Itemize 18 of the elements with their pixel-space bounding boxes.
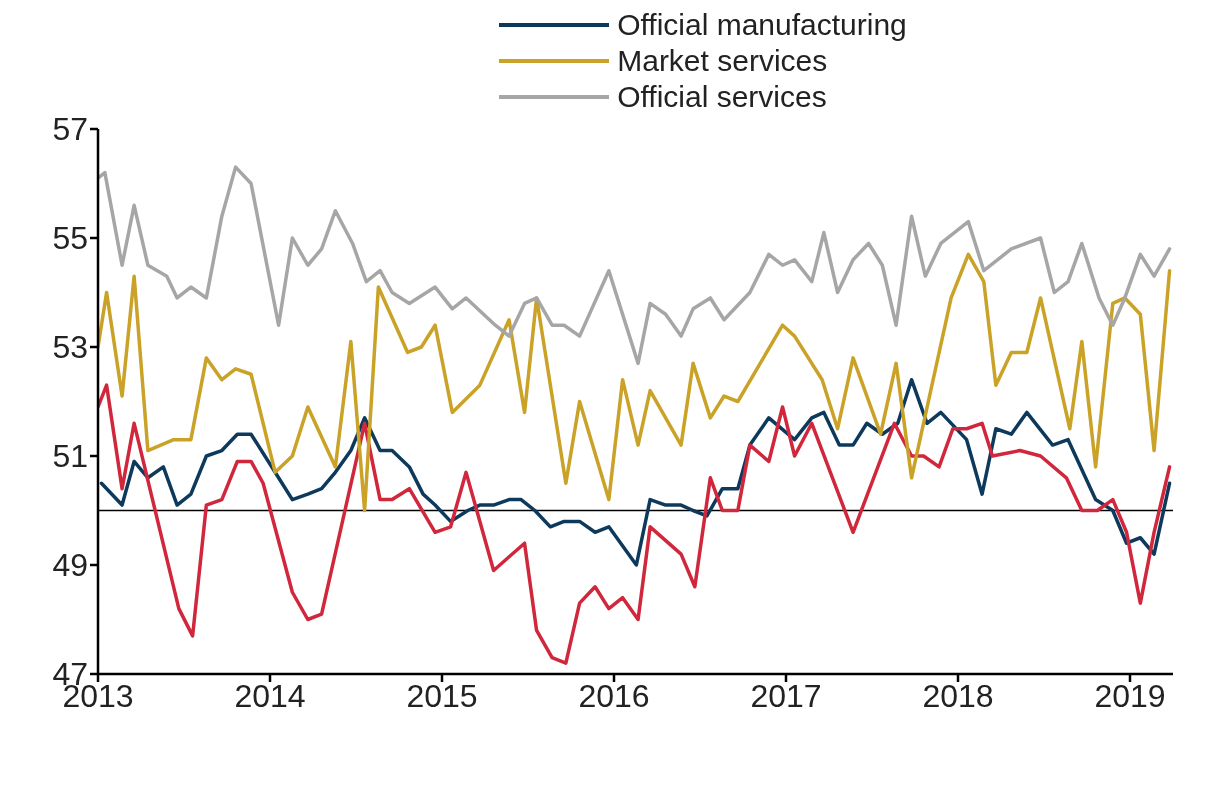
x-tick-label: 2018 [922, 677, 994, 714]
line-series [98, 165, 1172, 366]
legend-label: Market services [617, 44, 828, 78]
y-tick-label: 57 [52, 111, 88, 148]
legend-label: Official services [617, 80, 827, 114]
y-tick-label: 49 [52, 547, 88, 584]
y-tick-label: 51 [52, 438, 88, 475]
x-tick-label: 2014 [234, 677, 306, 714]
x-tick-label: 2015 [406, 677, 478, 714]
line-series [98, 252, 1172, 513]
line-series [98, 383, 1172, 665]
x-tick-label: 2016 [578, 677, 650, 714]
x-tick-label: 2017 [750, 677, 822, 714]
y-tick-label: 55 [52, 220, 88, 257]
x-tick-label: 2019 [1094, 677, 1166, 714]
legend-label: Official manufacturing [617, 8, 907, 42]
y-tick-label: 53 [52, 329, 88, 366]
line-series [99, 377, 1172, 567]
